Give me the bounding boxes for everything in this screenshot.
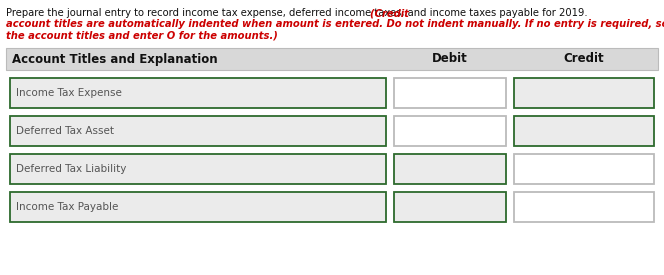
Bar [394, 116, 506, 146]
Text: Account Titles and Explanation: Account Titles and Explanation [12, 53, 218, 65]
Bar [10, 78, 386, 108]
Bar [394, 78, 506, 108]
Text: Deferred Tax Asset: Deferred Tax Asset [16, 126, 114, 136]
Bar [10, 116, 386, 146]
Bar [514, 78, 654, 108]
Bar [10, 154, 386, 184]
Text: the account titles and enter O for the amounts.): the account titles and enter O for the a… [6, 30, 278, 40]
Bar [394, 154, 506, 184]
Bar [394, 192, 506, 222]
Text: Debit: Debit [432, 53, 468, 65]
Bar [514, 116, 654, 146]
Bar [6, 48, 658, 70]
Text: Deferred Tax Liability: Deferred Tax Liability [16, 164, 126, 174]
Text: Income Tax Expense: Income Tax Expense [16, 88, 122, 98]
Text: Credit: Credit [564, 53, 604, 65]
Text: account titles are automatically indented when amount is entered. Do not indent : account titles are automatically indente… [6, 19, 664, 29]
Bar [514, 154, 654, 184]
Bar [10, 192, 386, 222]
Bar [514, 192, 654, 222]
Text: Prepare the journal entry to record income tax expense, deferred income taxes, a: Prepare the journal entry to record inco… [6, 8, 591, 18]
Text: (Credit: (Credit [6, 8, 409, 18]
Text: Income Tax Payable: Income Tax Payable [16, 202, 118, 212]
